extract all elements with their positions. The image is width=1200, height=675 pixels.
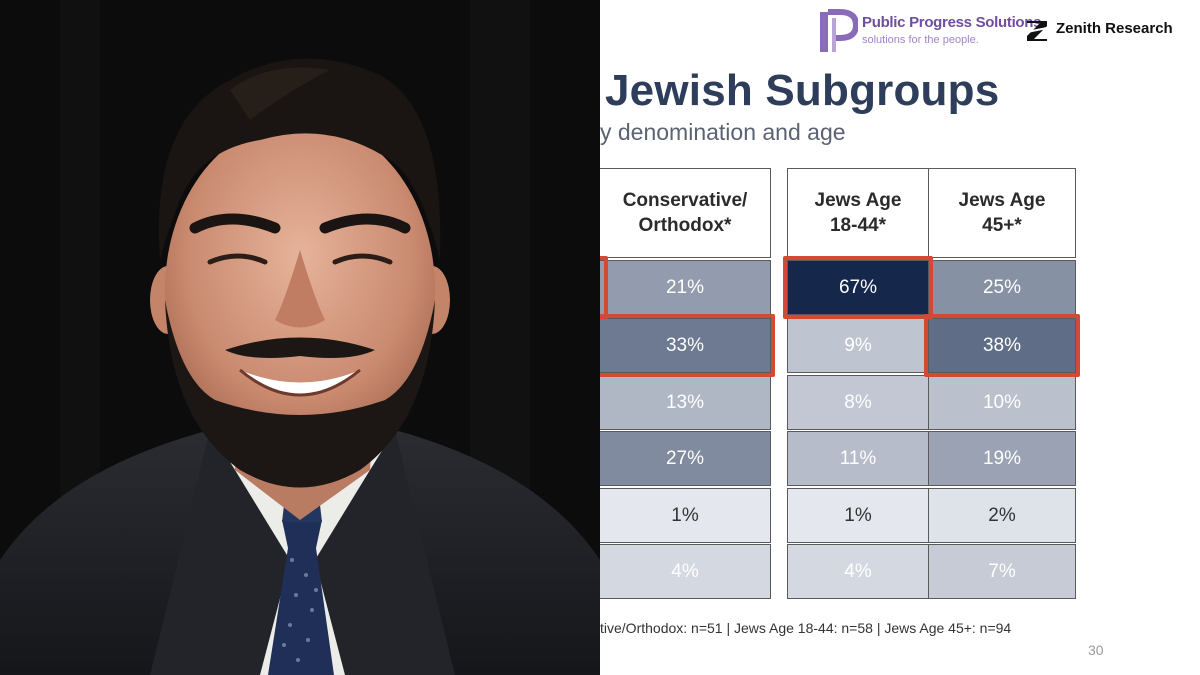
ppe-p-icon xyxy=(820,9,858,52)
table-cell: 33% xyxy=(600,318,771,373)
table-cell: 19% xyxy=(928,431,1076,486)
column-header: Conservative/ Orthodox* xyxy=(600,168,771,258)
ppe-logo-name: Public Progress Solutions xyxy=(862,14,1042,31)
table-cell: 2% xyxy=(928,488,1076,543)
table-cell: 9% xyxy=(787,318,929,373)
slide-subtitle: y denomination and age xyxy=(600,119,846,145)
results-table: Conservative/ Orthodox* Jews Age 18-44* Je… xyxy=(600,0,1200,675)
table-cell: 27% xyxy=(600,431,771,486)
sample-size-footnote: tive/Orthodox: n=51 | Jews Age 18-44: n=… xyxy=(600,620,1012,636)
zenith-logo-name: Zenith Research xyxy=(1056,20,1173,37)
table-cell: 7% xyxy=(928,544,1076,599)
table-cell: 8% xyxy=(787,375,929,430)
table-cell: 4% xyxy=(600,544,771,599)
table-cell: 67% xyxy=(787,260,929,315)
portrait-photo xyxy=(0,0,600,675)
zenith-research-logo: Zenith Research xyxy=(1024,15,1194,45)
highlight-box xyxy=(924,314,1080,377)
table-cell: 1% xyxy=(787,488,929,543)
public-progress-solutions-logo: Public Progress Solutions solutions for … xyxy=(818,8,1042,54)
portrait-illustration xyxy=(0,0,600,675)
table-cell: 11% xyxy=(787,431,929,486)
table-cell: 13% xyxy=(600,375,771,430)
table-cell: 10% xyxy=(928,375,1076,430)
ppe-logo-tagline: solutions for the people. xyxy=(862,34,979,46)
column-header: Jews Age 18-44* xyxy=(787,168,929,258)
slide-title: Jewish Subgroups xyxy=(605,66,1000,115)
table-cell: 4% xyxy=(787,544,929,599)
table-cell: 38% xyxy=(928,318,1076,373)
table-cell: 1% xyxy=(600,488,771,543)
highlight-box xyxy=(600,314,775,377)
page-number: 30 xyxy=(1088,642,1104,658)
survey-slide: Public Progress Solutions solutions for … xyxy=(600,0,1200,675)
highlight-box xyxy=(600,256,608,319)
zenith-z-icon xyxy=(1026,21,1048,41)
column-header: Jews Age 45+* xyxy=(928,168,1076,258)
table-cell: 21% xyxy=(600,260,771,315)
highlight-box xyxy=(783,256,933,319)
table-cell: 25% xyxy=(928,260,1076,315)
